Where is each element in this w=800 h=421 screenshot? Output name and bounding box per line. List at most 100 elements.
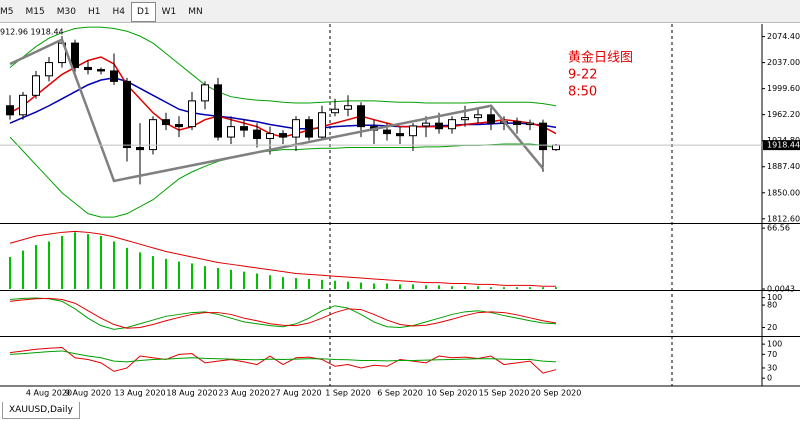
y-tick-label: 2074.40	[767, 32, 800, 41]
timeframe-button[interactable]: M5	[0, 7, 14, 17]
candle-body	[318, 112, 326, 138]
x-tick-label: 6 Sep 2020	[377, 389, 423, 398]
histogram-bar	[477, 286, 479, 289]
candle-body	[409, 125, 417, 137]
candle-body	[227, 126, 235, 138]
y-tick-label: 2037.00	[767, 58, 800, 67]
candle-body	[513, 121, 521, 126]
candle-body	[32, 75, 40, 96]
candle-body	[6, 105, 14, 116]
candle-body	[175, 124, 183, 128]
candle-body	[292, 119, 300, 138]
timeframe-button[interactable]: D1	[130, 2, 156, 22]
histogram-bar	[243, 271, 245, 289]
x-tick-label: 20 Sep 2020	[531, 389, 582, 398]
histogram-bar	[74, 232, 76, 289]
histogram-bar	[9, 257, 11, 289]
histogram-bar	[451, 286, 453, 289]
y-tick-label: 1999.60	[767, 84, 800, 93]
histogram-bar	[295, 278, 297, 289]
histogram-bar	[529, 287, 531, 289]
histogram-bar	[516, 287, 518, 289]
histogram-bar	[464, 286, 466, 289]
indicator-line	[9, 26, 557, 107]
timeframe-button[interactable]: W1	[161, 7, 177, 17]
histogram-bar	[490, 287, 492, 289]
timeframe-button[interactable]: MN	[188, 7, 203, 17]
last-price-box	[763, 140, 800, 151]
histogram-bar	[165, 258, 167, 289]
timeframe-button[interactable]: M15	[25, 7, 45, 17]
symbol-tab[interactable]: XAUUSD,Daily	[2, 402, 80, 419]
x-tick-label: 23 Aug 2020	[218, 389, 269, 398]
candle-body	[110, 70, 118, 82]
histogram-bar	[347, 281, 349, 289]
timeframe-toolbar: M5 M15 M30 H1 H4 D1 W1 MN	[0, 0, 800, 23]
histogram-bar	[230, 269, 232, 289]
histogram-bar	[139, 252, 141, 289]
y-tick-label: 1850.00	[767, 188, 800, 197]
histogram-bar	[360, 282, 362, 289]
candle-body	[45, 62, 53, 77]
histogram-bar	[334, 280, 336, 289]
histogram-bar	[555, 287, 557, 289]
candle-body	[84, 66, 92, 71]
annotation: 黄金日线图	[568, 50, 633, 66]
histogram-bar	[217, 267, 219, 289]
candle-body	[19, 94, 27, 116]
ohlc-header: 912.96 1918.44	[0, 28, 64, 37]
timeframe-button[interactable]: M30	[56, 7, 76, 17]
histogram-bar	[204, 266, 206, 289]
timeframe-button[interactable]: H1	[87, 7, 101, 17]
candle-body	[71, 42, 79, 68]
candle-body	[487, 114, 495, 124]
candle-body	[474, 114, 482, 119]
y-tick-label: 0.0043	[767, 284, 795, 293]
candle-body	[461, 117, 469, 121]
candle-body	[97, 69, 105, 72]
oscillator-line	[9, 297, 557, 330]
candle-body	[331, 108, 339, 114]
histogram-bar	[321, 279, 323, 289]
x-tick-label: 1 Sep 2020	[325, 389, 371, 398]
candle-body	[539, 122, 547, 151]
candle-body	[214, 84, 222, 138]
candle-body	[149, 119, 157, 151]
x-tick-label: 27 Aug 2020	[270, 389, 321, 398]
histogram-bar	[282, 277, 284, 289]
y-tick-label: 30	[767, 363, 777, 372]
timeframe-button[interactable]: H4	[112, 7, 125, 17]
y-tick-label: 66.56	[767, 224, 790, 233]
y-tick-label: 1887.40	[767, 162, 800, 171]
histogram-bar	[373, 283, 375, 289]
histogram-bar	[126, 247, 128, 289]
candle-body	[188, 100, 196, 128]
y-tick-label: 0	[767, 374, 772, 383]
histogram-bar	[386, 283, 388, 289]
histogram-bar	[425, 285, 427, 289]
candle-body	[201, 84, 209, 102]
indicator-line	[9, 230, 556, 287]
histogram-bar	[308, 278, 310, 289]
x-tick-label: 9 Aug 2020	[65, 389, 111, 398]
y-tick-label: 1812.60	[767, 214, 800, 223]
y-tick-label: 100	[767, 293, 782, 302]
y-tick-label: 100	[767, 340, 782, 349]
histogram-bar	[191, 263, 193, 289]
x-tick-label: 4 Aug 2020	[26, 389, 72, 398]
oscillator-line	[9, 350, 557, 363]
last-price-label: 1918.44	[767, 141, 800, 150]
candle-body	[240, 126, 248, 131]
histogram-bar	[87, 234, 89, 289]
histogram-bar	[178, 261, 180, 289]
oscillator-line	[9, 297, 557, 329]
histogram-bar	[269, 275, 271, 289]
histogram-bar	[100, 235, 102, 289]
histogram-bar	[113, 241, 115, 289]
candle-body	[526, 122, 534, 126]
candle-body	[435, 122, 443, 130]
candle-body	[422, 122, 430, 127]
histogram-bar	[399, 284, 401, 289]
